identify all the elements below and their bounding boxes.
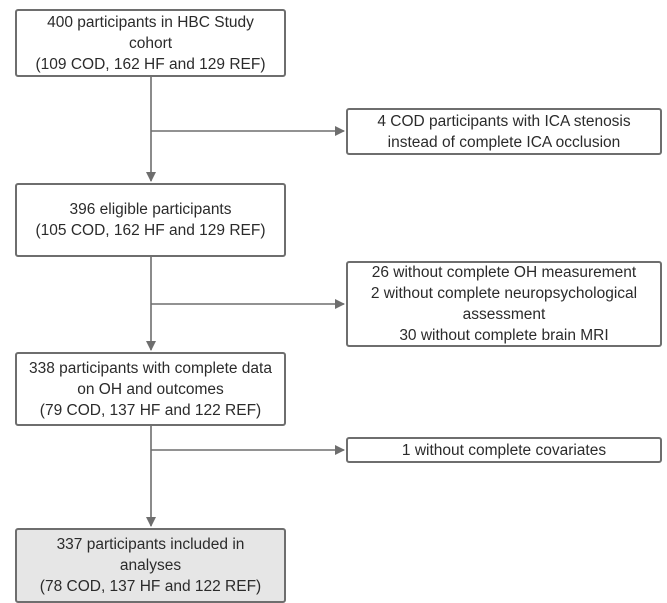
- exclusion-2-line-3: assessment: [462, 306, 546, 323]
- complete-data-box-line-3: (79 COD, 137 HF and 122 REF): [39, 401, 262, 419]
- included-in-analyses-box: 337 participants included in analyses (7…: [15, 528, 286, 603]
- cohort-box-line-3: (109 COD, 162 HF and 129 REF): [35, 55, 266, 73]
- included-box-line-3: (78 COD, 137 HF and 122 REF): [39, 578, 262, 595]
- eligible-box-line-2: (105 COD, 162 HF and 129 REF): [35, 222, 266, 239]
- complete-data-box-line-2: on OH and outcomes: [77, 380, 224, 398]
- complete-data-box-line-1: 338 participants with complete data: [29, 359, 272, 377]
- cohort-box-line-1: 400 participants in HBC Study: [47, 13, 254, 31]
- eligible-box-line-1: 396 eligible participants: [69, 201, 232, 218]
- exclusion-box-ica-stenosis: 4 COD participants with ICA stenosis ins…: [346, 108, 662, 155]
- complete-data-box: 338 participants with complete data on O…: [15, 352, 286, 426]
- cohort-box-line-2: cohort: [128, 34, 173, 52]
- eligible-participants-box: 396 eligible participants (105 COD, 162 …: [15, 183, 286, 257]
- included-box-line-1: 337 participants included in: [56, 536, 245, 553]
- exclusion-3-line-1: 1 without complete covariates: [401, 441, 607, 459]
- exclusion-1-line-2: instead of complete ICA occlusion: [387, 133, 621, 151]
- exclusion-2-line-4: 30 without complete brain MRI: [399, 327, 609, 344]
- cohort-box: 400 participants in HBC Study cohort (10…: [15, 9, 286, 77]
- exclusion-box-covariates: 1 without complete covariates: [346, 437, 662, 463]
- included-box-line-2: analyses: [119, 557, 182, 574]
- exclusion-1-line-1: 4 COD participants with ICA stenosis: [377, 112, 631, 130]
- exclusion-2-line-1: 26 without complete OH measurement: [371, 264, 637, 281]
- exclusion-2-line-2: 2 without complete neuropsychological: [370, 285, 638, 302]
- exclusion-box-incomplete-data: 26 without complete OH measurement 2 wit…: [346, 261, 662, 347]
